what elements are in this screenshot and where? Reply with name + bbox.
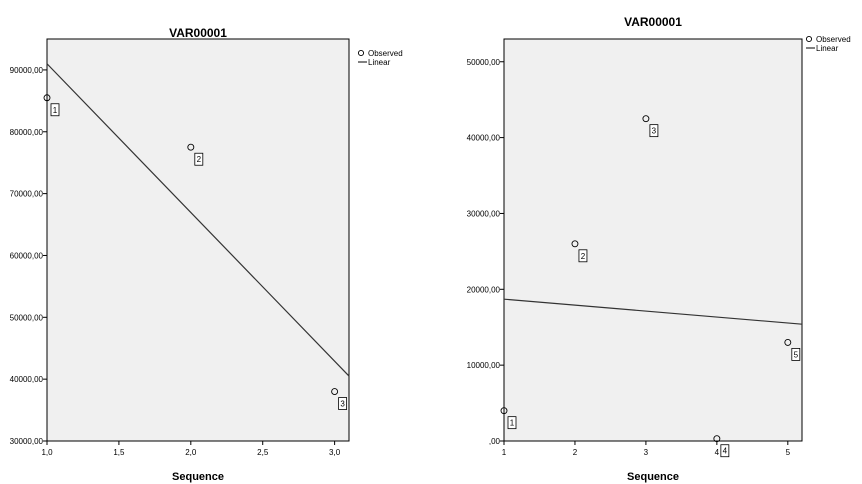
y-tick-label: ,00 (489, 437, 501, 446)
chart-right-y-ticks: ,00 10000,00 20000,00 30000,00 40000,00 50000… (467, 58, 504, 446)
point-label-box (720, 444, 730, 458)
chart-left-linear-fit-line (46, 63, 350, 377)
point-label-box (578, 249, 588, 263)
y-tick-label: 30000,00 (10, 437, 44, 446)
chart-left: VAR00001 Sequence 1,0 1,5 2,0 2,5 3,0 30000,… (10, 26, 403, 483)
chart-left-plot-area (46, 38, 350, 442)
legend-linear-label: Linear (816, 44, 839, 53)
legend-observed-marker (357, 49, 365, 57)
y-tick-label: 90000,00 (10, 66, 44, 75)
x-tick-label: 1,0 (41, 448, 53, 457)
observed-point (331, 388, 339, 395)
point-label: 3 (652, 127, 657, 136)
x-tick-label: 5 (786, 448, 791, 457)
observed-point (187, 143, 195, 151)
x-tick-label: 1,5 (113, 448, 125, 457)
x-tick-label: 2 (573, 448, 578, 457)
chart-right-legend: Observed Linear (805, 35, 851, 53)
y-tick-label: 30000,00 (467, 209, 501, 218)
x-tick-label: 1 (502, 448, 507, 457)
legend-observed-marker (805, 35, 813, 43)
y-tick-label: 70000,00 (10, 190, 44, 199)
x-tick-label: 3,0 (329, 448, 341, 457)
observed-point (500, 407, 508, 415)
legend-observed-label: Observed (368, 49, 403, 58)
observed-point (571, 240, 579, 248)
point-label: 3 (340, 400, 345, 409)
point-label: 2 (197, 155, 202, 164)
chart-right-x-axis-label: Sequence (627, 471, 679, 483)
x-tick-label: 2,5 (257, 448, 269, 457)
y-tick-label: 10000,00 (467, 361, 501, 370)
observed-point (784, 338, 792, 346)
legend-linear-label: Linear (368, 58, 391, 67)
observed-point (642, 115, 650, 123)
point-label-box (791, 347, 801, 361)
chart-left-title: VAR00001 (169, 26, 227, 40)
point-label-box (649, 124, 659, 138)
observed-point (713, 435, 721, 443)
chart-left-x-axis-label: Sequence (172, 471, 224, 483)
chart-right-linear-fit-line (503, 298, 803, 325)
chart-right-x-ticks: 1 2 3 4 5 (502, 441, 791, 457)
chart-right-title: VAR00001 (624, 15, 682, 29)
x-tick-label: 2,0 (185, 448, 197, 457)
legend-observed-label: Observed (816, 35, 851, 44)
chart-left-legend: Observed Linear (357, 49, 403, 67)
point-label: 2 (581, 252, 586, 261)
y-tick-label: 40000,00 (10, 375, 44, 384)
point-label-box (194, 152, 204, 166)
chart-left-x-ticks: 1,0 1,5 2,0 2,5 3,0 (41, 441, 341, 457)
chart-right: VAR00001 Sequence 1 2 3 4 5 ,00 10000,00 20000… (467, 15, 851, 483)
point-label: 1 (53, 106, 58, 115)
y-tick-label: 20000,00 (467, 285, 501, 294)
y-tick-label: 50000,00 (467, 58, 501, 67)
point-label-box (50, 103, 60, 117)
point-label: 5 (794, 350, 799, 359)
point-label-box (507, 416, 517, 430)
observed-point (43, 94, 51, 102)
y-tick-label: 50000,00 (10, 313, 44, 322)
chart-right-plot-area (503, 38, 803, 442)
point-label: 4 (723, 447, 728, 456)
point-label-box (338, 397, 348, 410)
y-tick-label: 60000,00 (10, 251, 44, 260)
x-tick-label: 3 (644, 448, 649, 457)
x-tick-label: 4 (715, 448, 720, 457)
chart-right-observed-points: 1 2 3 4 5 (500, 115, 801, 458)
y-tick-label: 80000,00 (10, 128, 44, 137)
point-label: 1 (510, 419, 515, 428)
chart-left-observed-points: 1 2 3 (43, 94, 348, 410)
y-tick-label: 40000,00 (467, 134, 501, 143)
chart-left-y-ticks: 30000,00 40000,00 50000,00 60000,00 70000,00… (10, 66, 47, 446)
